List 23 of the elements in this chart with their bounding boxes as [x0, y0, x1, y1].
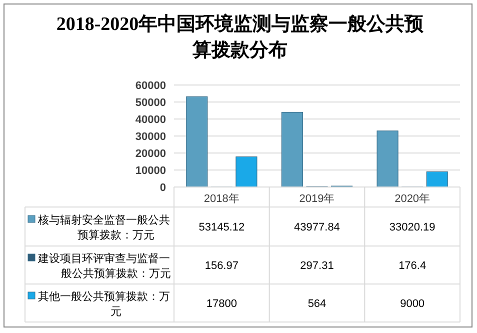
- y-tick-label: 60000: [135, 80, 166, 92]
- data-label: 43977.84: [294, 222, 340, 234]
- data-label: 176.4: [398, 260, 426, 272]
- legend-label: 其他一般公共预算拨款：万元: [38, 290, 170, 318]
- y-tick-label: 30000: [135, 131, 166, 143]
- y-tick-label: 40000: [135, 114, 166, 126]
- x-tick-label: 2020年: [394, 193, 430, 205]
- x-tick-label: 2019年: [299, 193, 335, 205]
- y-tick-label: 20000: [135, 148, 166, 160]
- y-tick-label: 10000: [135, 165, 166, 177]
- data-label: 17800: [206, 298, 237, 310]
- y-tick-label: 0: [160, 182, 166, 194]
- chart-title: 2018-2020年中国环境监测与监察一般公共预算拨款分布: [56, 13, 425, 61]
- data-label: 297.31: [300, 260, 334, 272]
- legend-label: 核与辐射安全监督一般公共预算拨款：万元: [37, 214, 170, 242]
- data-label: 53145.12: [198, 222, 245, 234]
- data-label: 9000: [400, 298, 425, 310]
- data-label: 156.97: [204, 260, 238, 272]
- y-tick-label: 50000: [135, 97, 166, 109]
- x-tick-label: 2018年: [204, 193, 240, 205]
- data-label: 33020.19: [389, 222, 436, 234]
- legend-label: 建设项目环评审查与监督一般公共预算拨款：万元: [37, 252, 171, 280]
- data-label: 564: [308, 298, 326, 310]
